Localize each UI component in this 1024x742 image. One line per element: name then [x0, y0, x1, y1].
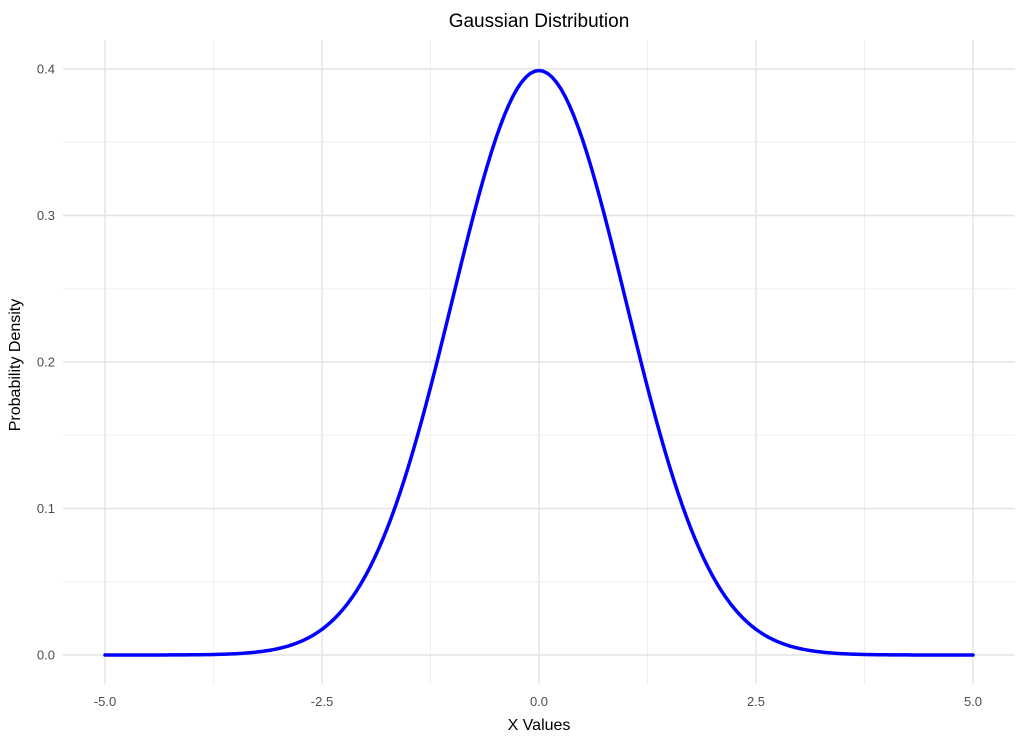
x-tick-labels: -5.0 -2.5 0.0 2.5 5.0: [94, 694, 982, 709]
x-axis-label: X Values: [508, 717, 571, 734]
x-tick-label: 2.5: [747, 694, 765, 709]
major-gridlines: [63, 40, 1015, 684]
chart-title: Gaussian Distribution: [449, 11, 630, 32]
x-tick-label: 5.0: [964, 694, 982, 709]
y-tick-label: 0.4: [37, 62, 55, 77]
gaussian-curve: [103, 68, 975, 657]
y-axis-label: Probability Density: [7, 299, 24, 432]
y-tick-label: 0.2: [37, 355, 55, 370]
y-tick-labels: 0.0 0.1 0.2 0.3 0.4: [37, 62, 55, 663]
x-tick-label: -5.0: [94, 694, 116, 709]
x-tick-label: -2.5: [311, 694, 333, 709]
y-tick-label: 0.1: [37, 501, 55, 516]
y-tick-label: 0.3: [37, 208, 55, 223]
y-tick-label: 0.0: [37, 648, 55, 663]
x-tick-label: 0.0: [530, 694, 548, 709]
